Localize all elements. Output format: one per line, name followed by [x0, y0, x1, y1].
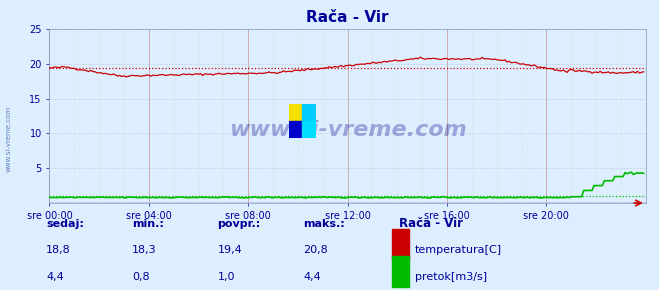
Text: 4,4: 4,4	[303, 272, 321, 282]
Text: 18,8: 18,8	[46, 245, 71, 255]
Text: Rača - Vir: Rača - Vir	[399, 217, 463, 230]
Text: 4,4: 4,4	[46, 272, 64, 282]
Text: 1,0: 1,0	[217, 272, 235, 282]
Text: povpr.:: povpr.:	[217, 219, 261, 229]
Text: www.si-vreme.com: www.si-vreme.com	[229, 120, 467, 140]
Text: min.:: min.:	[132, 219, 163, 229]
Bar	[392, 229, 409, 260]
Text: temperatura[C]: temperatura[C]	[415, 245, 502, 255]
Bar	[289, 104, 302, 121]
Bar	[289, 121, 302, 138]
Text: 0,8: 0,8	[132, 272, 150, 282]
Text: 20,8: 20,8	[303, 245, 328, 255]
Text: sedaj:: sedaj:	[46, 219, 84, 229]
Text: pretok[m3/s]: pretok[m3/s]	[415, 272, 487, 282]
Bar	[392, 256, 409, 287]
Text: www.si-vreme.com: www.si-vreme.com	[5, 106, 11, 172]
Text: 19,4: 19,4	[217, 245, 243, 255]
Text: 18,3: 18,3	[132, 245, 156, 255]
Title: Rača - Vir: Rača - Vir	[306, 10, 389, 25]
Text: maks.:: maks.:	[303, 219, 345, 229]
Bar	[302, 104, 316, 121]
Bar	[302, 121, 316, 138]
